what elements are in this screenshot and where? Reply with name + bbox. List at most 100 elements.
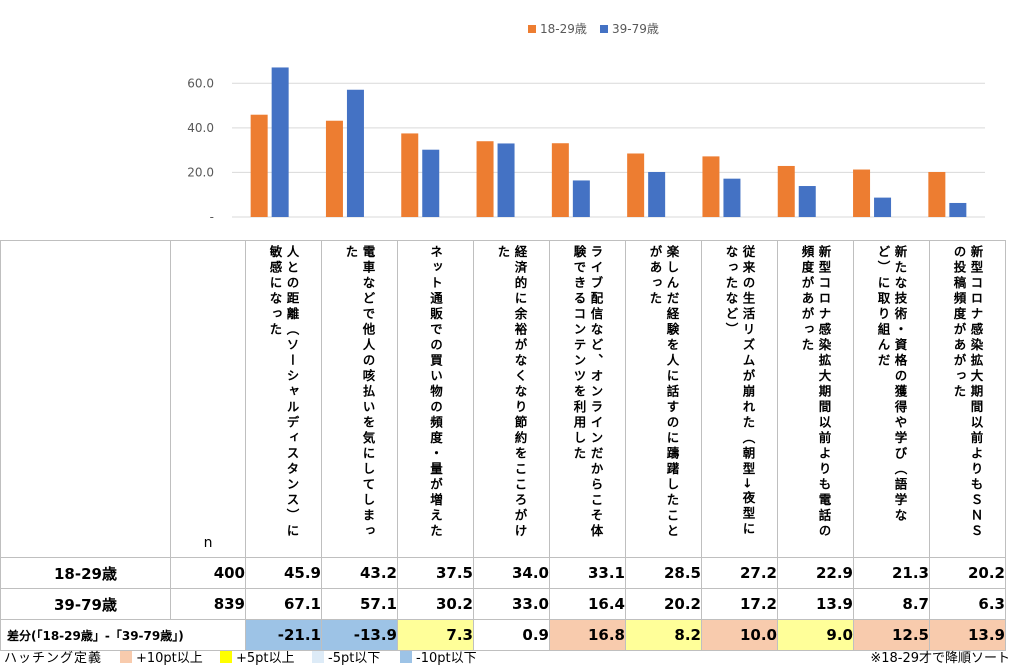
- diff-cell: -13.9: [321, 619, 398, 651]
- diff-cell: 10.0: [701, 619, 778, 651]
- bar-series2: [497, 143, 515, 217]
- bar-series2: [949, 202, 967, 217]
- diff-cell: 12.5: [853, 619, 930, 651]
- bar-series1: [401, 133, 419, 217]
- diff-cell: 13.9: [929, 619, 1006, 651]
- y-tick-label: 40.0: [187, 121, 214, 135]
- category-label: 新たな技術・資格の獲得や学び（語学など）に取り組んだ: [875, 245, 908, 524]
- value-cell: 16.4: [549, 588, 626, 620]
- value-cell: 30.2: [397, 588, 474, 620]
- bar-series2: [874, 197, 892, 217]
- category-header: ネット通販での買い物の頻度・量が増えた: [397, 240, 474, 558]
- hatching-item: -10pt以下: [400, 647, 477, 666]
- diff-cell: 9.0: [777, 619, 854, 651]
- category-header: 楽しんだ経験を人に話すのに躊躇したことがあった: [625, 240, 702, 558]
- table-row: 39-79歳 839 67.1 57.1 30.2 33.0 16.4 20.2 17.2 13.…: [0, 588, 1006, 620]
- category-header: 人との距離（ソーシャルディスタンス）に敏感になった: [245, 240, 322, 558]
- bar-series1: [250, 114, 268, 217]
- hatching-item: +5pt以上: [220, 647, 295, 666]
- table-corner: [0, 240, 171, 558]
- y-tick-label: 20.0: [187, 165, 214, 179]
- bar-series2: [572, 180, 590, 217]
- value-cell: 37.5: [397, 557, 474, 589]
- category-header: 新型コロナ感染拡大期間以前よりも電話の頻度があがった: [777, 240, 854, 558]
- row-label: 18-29歳: [0, 557, 171, 589]
- value-cell: 34.0: [473, 557, 550, 589]
- sort-note: ※18-29才で降順ソート: [870, 651, 1010, 666]
- row-n: 400: [170, 557, 246, 589]
- category-header: 従来の生活リズムが崩れた（朝型→夜型になったなど）: [701, 240, 778, 558]
- bar-series2: [798, 186, 816, 217]
- bar-series1: [325, 120, 343, 217]
- hatching-swatch: [400, 650, 412, 663]
- value-cell: 33.1: [549, 557, 626, 589]
- diff-cell: -21.1: [245, 619, 322, 651]
- value-cell: 6.3: [929, 588, 1006, 620]
- bar-series2: [422, 149, 440, 217]
- hatching-label: -10pt以下: [416, 651, 477, 666]
- legend-swatch: [528, 25, 536, 33]
- table-header-row: n 人との距離（ソーシャルディスタンス）に敏感になった 電車などで他人の咳払いを気…: [0, 240, 1006, 558]
- diff-cell: 0.9: [473, 619, 550, 651]
- category-label: ネット通販での買い物の頻度・量が増えた: [428, 245, 443, 540]
- data-table: n 人との距離（ソーシャルディスタンス）に敏感になった 電車などで他人の咳払いを気…: [0, 240, 1006, 651]
- category-label: 人との距離（ソーシャルディスタンス）に敏感になった: [267, 245, 300, 540]
- hatching-title: ハッチング定義: [4, 651, 103, 666]
- bar-series2: [648, 171, 666, 217]
- category-header: 新たな技術・資格の獲得や学び（語学など）に取り組んだ: [853, 240, 930, 558]
- diff-cell: 7.3: [397, 619, 474, 651]
- hatching-legend: ハッチング定義 +10pt以上 +5pt以上 -5pt以下 -10pt以下 ※18-2…: [0, 645, 1016, 667]
- category-label: 新型コロナ感染拡大期間以前よりもＳＮＳの投稿頻度があがった: [951, 245, 984, 540]
- bar-series2: [271, 67, 289, 217]
- bar-series1: [928, 171, 946, 217]
- category-header: ライブ配信など、オンラインだからこそ体験できるコンテンツを利用した: [549, 240, 626, 558]
- category-label: 新型コロナ感染拡大期間以前よりも電話の頻度があがった: [799, 245, 832, 540]
- hatching-swatch: [220, 650, 232, 663]
- bar-series1: [702, 156, 720, 217]
- value-cell: 13.9: [777, 588, 854, 620]
- legend-label: 39-79歳: [612, 22, 659, 36]
- diff-cell: 16.8: [549, 619, 626, 651]
- y-tick-label: -: [210, 210, 214, 224]
- value-cell: 20.2: [625, 588, 702, 620]
- hatching-swatch: [120, 650, 132, 663]
- hatching-label: +10pt以上: [136, 651, 203, 666]
- category-label: 電車などで他人の咳払いを気にしてしまった: [343, 245, 376, 540]
- hatching-swatch: [312, 650, 324, 663]
- value-cell: 57.1: [321, 588, 398, 620]
- value-cell: 43.2: [321, 557, 398, 589]
- diff-label: 差分(「18-29歳」-「39-79歳」): [0, 619, 246, 651]
- bar-series2: [723, 178, 741, 217]
- value-cell: 21.3: [853, 557, 930, 589]
- value-cell: 33.0: [473, 588, 550, 620]
- bar-chart: - 20.0 40.0 60.0 18-29歳 39-79歳: [187, 22, 985, 224]
- bar-series1: [627, 153, 645, 217]
- hatching-item: +10pt以上: [120, 647, 203, 666]
- bar-series2: [346, 89, 364, 217]
- value-cell: 67.1: [245, 588, 322, 620]
- value-cell: 27.2: [701, 557, 778, 589]
- category-label: ライブ配信など、オンラインだからこそ体験できるコンテンツを利用した: [571, 245, 604, 540]
- bar-series1: [551, 143, 569, 217]
- value-cell: 22.9: [777, 557, 854, 589]
- category-label: 楽しんだ経験を人に話すのに躊躇したことがあった: [647, 245, 680, 540]
- n-header: n: [170, 240, 246, 558]
- hatching-label: +5pt以上: [236, 651, 295, 666]
- y-tick-label: 60.0: [187, 76, 214, 90]
- category-header: 電車などで他人の咳払いを気にしてしまった: [321, 240, 398, 558]
- row-n: 839: [170, 588, 246, 620]
- legend-label: 18-29歳: [540, 22, 587, 36]
- legend-swatch: [600, 25, 608, 33]
- value-cell: 17.2: [701, 588, 778, 620]
- bar-series1: [777, 165, 795, 217]
- value-cell: 8.7: [853, 588, 930, 620]
- bar-series1: [853, 169, 871, 217]
- category-header: 経済的に余裕がなくなり節約をこころがけた: [473, 240, 550, 558]
- diff-row: 差分(「18-29歳」-「39-79歳」) -21.1 -13.9 7.3 0.9 16.…: [0, 619, 1006, 651]
- value-cell: 20.2: [929, 557, 1006, 589]
- hatching-item: -5pt以下: [312, 647, 380, 666]
- row-label: 39-79歳: [0, 588, 171, 620]
- value-cell: 28.5: [625, 557, 702, 589]
- table-row: 18-29歳 400 45.9 43.2 37.5 34.0 33.1 28.5 27.2 22.…: [0, 557, 1006, 589]
- category-label: 従来の生活リズムが崩れた（朝型→夜型になったなど）: [723, 245, 756, 538]
